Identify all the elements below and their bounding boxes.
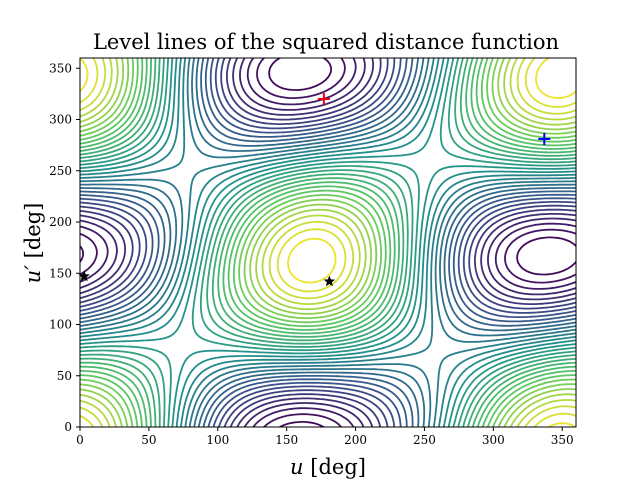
- contour-line: [80, 58, 576, 427]
- x-tick-label: 0: [76, 433, 84, 447]
- plus-marker: [317, 93, 330, 105]
- contour-line: [80, 58, 576, 427]
- contour-line: [80, 58, 576, 427]
- x-tick-label: 300: [482, 433, 505, 447]
- y-tick-label: 350: [49, 61, 72, 75]
- contour-line: [80, 58, 576, 427]
- y-axis-label: u′ [deg]: [21, 203, 45, 284]
- contour-line: [80, 58, 576, 427]
- contour-line: [80, 58, 576, 427]
- x-axis-ticks: 0 50 100 150 200 250 300 350: [76, 427, 574, 447]
- contour-line: [80, 58, 576, 427]
- star-marker: [78, 270, 90, 282]
- y-tick-label: 100: [49, 318, 72, 332]
- x-tick-label: 50: [141, 433, 156, 447]
- contour-line: [80, 58, 576, 427]
- contour-line: [80, 58, 576, 427]
- contour-line: [80, 58, 576, 427]
- chart-title: Level lines of the squared distance func…: [93, 30, 559, 54]
- contour-line: [80, 58, 576, 427]
- contour-line: [80, 58, 576, 427]
- contour-line: [80, 58, 576, 427]
- y-tick-label: 200: [49, 215, 72, 229]
- contour-line: [80, 58, 576, 427]
- y-tick-label: 0: [64, 420, 72, 434]
- plot-frame: [79, 57, 577, 428]
- contour-line: [80, 58, 576, 427]
- x-axis-label: u [deg]: [290, 455, 366, 479]
- y-tick-label: 150: [49, 266, 72, 280]
- y-tick-label: 250: [49, 164, 72, 178]
- contour-line: [80, 58, 576, 427]
- y-axis-ticks: 0 50 100 150 200 250 300 350: [49, 61, 80, 434]
- contour-line: [80, 58, 576, 427]
- contour-line: [80, 58, 576, 427]
- markers: [78, 93, 551, 287]
- contour-line: [80, 58, 576, 427]
- contour-line: [80, 58, 576, 427]
- contour-line: [80, 58, 576, 427]
- x-tick-label: 350: [551, 433, 574, 447]
- y-tick-label: 300: [49, 113, 72, 127]
- contour-line: [80, 58, 576, 427]
- contour-lines: [80, 58, 576, 427]
- contour-line: [80, 58, 576, 427]
- contour-line: [80, 58, 576, 427]
- y-tick-label: 50: [57, 369, 72, 383]
- contour-line: [80, 58, 576, 427]
- x-tick-label: 200: [344, 433, 367, 447]
- x-tick-label: 100: [206, 433, 229, 447]
- x-tick-label: 150: [275, 433, 298, 447]
- plus-marker: [538, 132, 551, 145]
- contour-line: [80, 58, 576, 427]
- contour-line: [80, 58, 576, 427]
- x-tick-label: 250: [413, 433, 436, 447]
- contour-line: [80, 58, 576, 427]
- contour-line: [80, 58, 576, 427]
- star-marker: [323, 275, 336, 287]
- contour-line: [80, 58, 576, 427]
